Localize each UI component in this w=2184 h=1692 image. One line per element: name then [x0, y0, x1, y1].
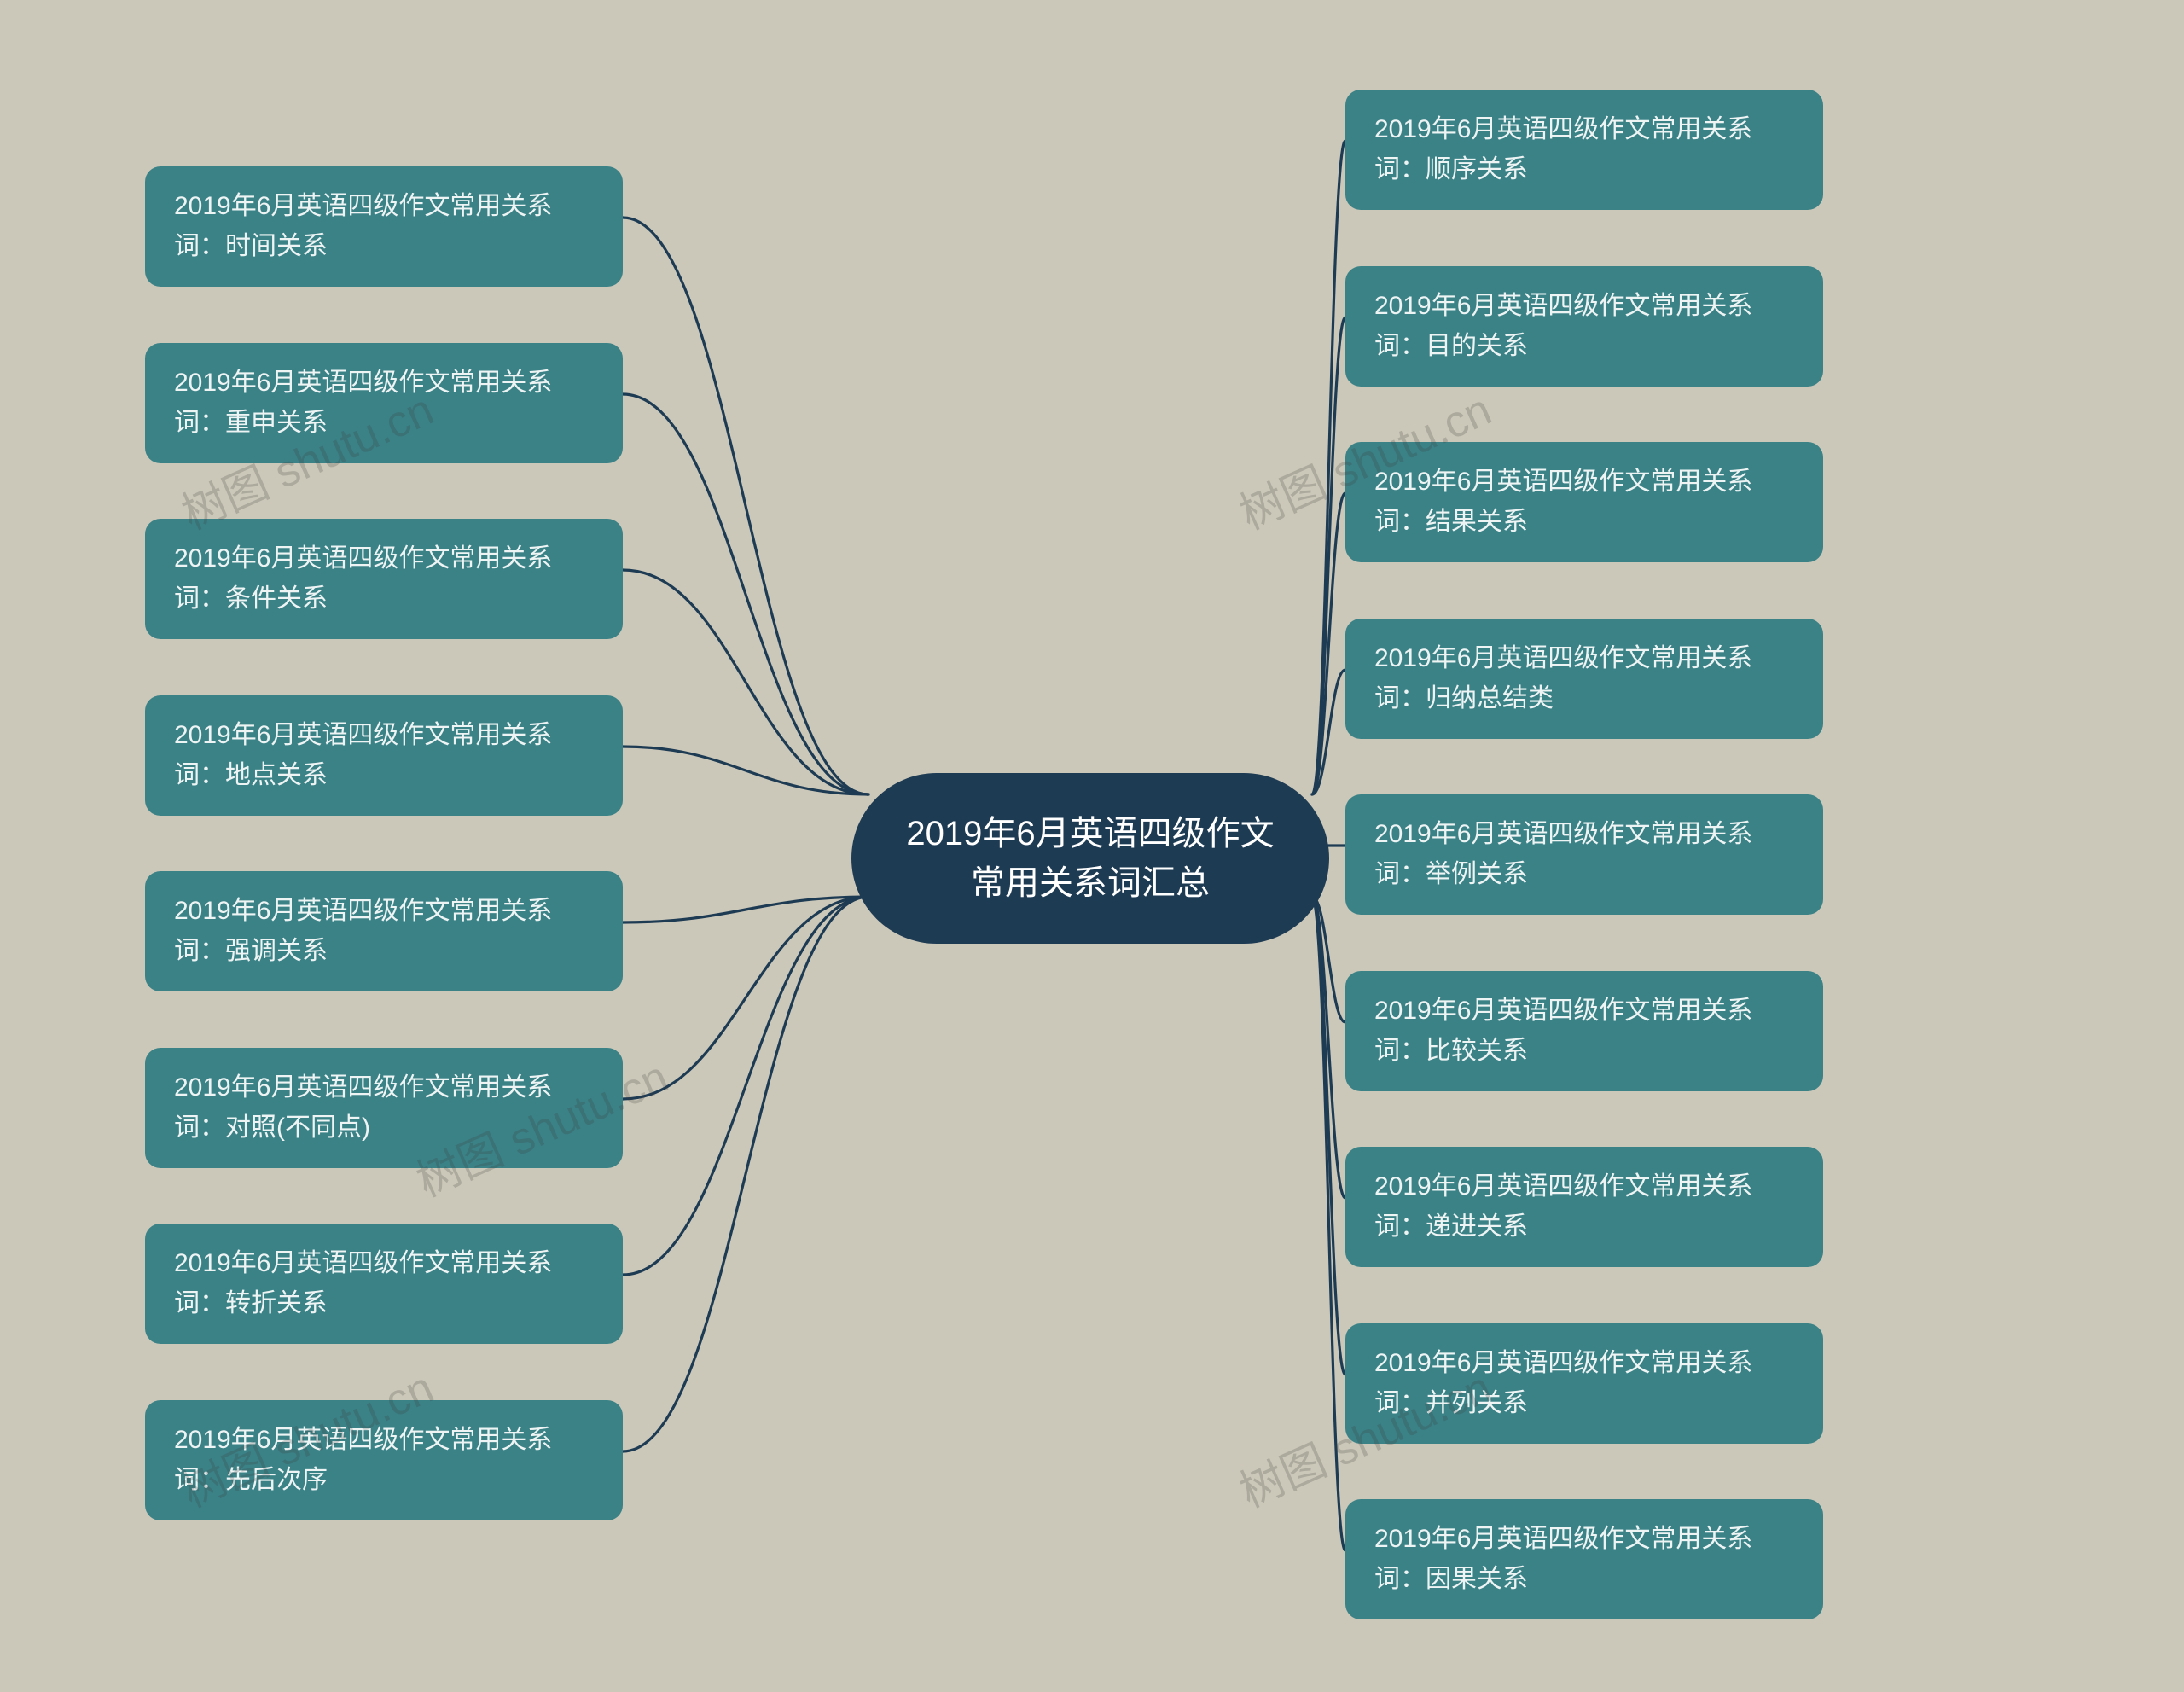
node-text-line1: 2019年6月英语四级作文常用关系 [174, 716, 594, 756]
node-text-line1: 2019年6月英语四级作文常用关系 [174, 1244, 594, 1284]
node-text-line1: 2019年6月英语四级作文常用关系 [1374, 639, 1794, 679]
branch-node-r4[interactable]: 2019年6月英语四级作文常用关系词：归纳总结类 [1345, 619, 1823, 739]
edge [623, 897, 868, 922]
edge [1312, 670, 1345, 794]
node-text-line1: 2019年6月英语四级作文常用关系 [174, 539, 594, 579]
node-text-line2: 词：强调关系 [174, 932, 594, 972]
node-text-line1: 2019年6月英语四级作文常用关系 [1374, 1520, 1794, 1560]
branch-node-l4[interactable]: 2019年6月英语四级作文常用关系词：地点关系 [145, 695, 623, 816]
center-node[interactable]: 2019年6月英语四级作文常用关系词汇总 [851, 773, 1329, 944]
node-text-line1: 2019年6月英语四级作文常用关系 [1374, 287, 1794, 327]
branch-node-r9[interactable]: 2019年6月英语四级作文常用关系词：因果关系 [1345, 1499, 1823, 1619]
branch-node-r6[interactable]: 2019年6月英语四级作文常用关系词：比较关系 [1345, 971, 1823, 1091]
branch-node-l7[interactable]: 2019年6月英语四级作文常用关系词：转折关系 [145, 1224, 623, 1344]
node-text-line1: 2019年6月英语四级作文常用关系 [1374, 462, 1794, 503]
node-text-line2: 词：结果关系 [1374, 503, 1794, 543]
node-text-line2: 词：条件关系 [174, 579, 594, 619]
node-text-line1: 2019年6月英语四级作文常用关系 [1374, 815, 1794, 855]
branch-node-r2[interactable]: 2019年6月英语四级作文常用关系词：目的关系 [1345, 266, 1823, 387]
node-text-line1: 2019年6月英语四级作文常用关系 [174, 1421, 594, 1461]
node-text-line1: 2019年6月英语四级作文常用关系 [174, 1068, 594, 1108]
node-text-line2: 词：先后次序 [174, 1461, 594, 1501]
node-text-line2: 词：目的关系 [1374, 327, 1794, 367]
branch-node-r1[interactable]: 2019年6月英语四级作文常用关系词：顺序关系 [1345, 90, 1823, 210]
edge [623, 394, 868, 794]
node-text-line2: 词：地点关系 [174, 756, 594, 796]
edge [1312, 897, 1345, 1198]
branch-node-r8[interactable]: 2019年6月英语四级作文常用关系词：并列关系 [1345, 1323, 1823, 1444]
node-text-line1: 2019年6月英语四级作文常用关系 [1374, 110, 1794, 150]
branch-node-l3[interactable]: 2019年6月英语四级作文常用关系词：条件关系 [145, 519, 623, 639]
node-text-line1: 2019年6月英语四级作文常用关系 [1374, 991, 1794, 1032]
edge [1312, 493, 1345, 794]
node-text-line1: 2019年6月英语四级作文常用关系 [174, 187, 594, 227]
node-text-line2: 词：举例关系 [1374, 855, 1794, 895]
edge [1312, 897, 1345, 1550]
edge [623, 218, 868, 794]
branch-node-l2[interactable]: 2019年6月英语四级作文常用关系词：重申关系 [145, 343, 623, 463]
node-text-line2: 常用关系词汇总 [904, 858, 1276, 908]
node-text-line2: 词：对照(不同点) [174, 1108, 594, 1148]
node-text-line1: 2019年6月英语四级作文常用关系 [174, 363, 594, 404]
node-text-line1: 2019年6月英语四级作文常用关系 [1374, 1344, 1794, 1384]
edge [623, 897, 868, 1099]
edge [1312, 897, 1345, 1022]
edge [1312, 897, 1345, 1375]
node-text-line2: 词：比较关系 [1374, 1032, 1794, 1072]
edge [1312, 317, 1345, 794]
edge [623, 570, 868, 794]
branch-node-r7[interactable]: 2019年6月英语四级作文常用关系词：递进关系 [1345, 1147, 1823, 1267]
edge [623, 747, 868, 794]
node-text-line2: 词：递进关系 [1374, 1207, 1794, 1247]
mindmap-canvas: 2019年6月英语四级作文常用关系词汇总2019年6月英语四级作文常用关系词：顺… [0, 0, 2184, 1692]
edge [623, 897, 868, 1275]
branch-node-l1[interactable]: 2019年6月英语四级作文常用关系词：时间关系 [145, 166, 623, 287]
node-text-line2: 词：转折关系 [174, 1284, 594, 1324]
node-text-line2: 词：并列关系 [1374, 1384, 1794, 1424]
node-text-line2: 词：因果关系 [1374, 1560, 1794, 1600]
branch-node-l5[interactable]: 2019年6月英语四级作文常用关系词：强调关系 [145, 871, 623, 991]
branch-node-l8[interactable]: 2019年6月英语四级作文常用关系词：先后次序 [145, 1400, 623, 1520]
node-text-line2: 词：重申关系 [174, 404, 594, 444]
node-text-line2: 词：顺序关系 [1374, 150, 1794, 190]
node-text-line1: 2019年6月英语四级作文常用关系 [174, 892, 594, 932]
branch-node-l6[interactable]: 2019年6月英语四级作文常用关系词：对照(不同点) [145, 1048, 623, 1168]
branch-node-r3[interactable]: 2019年6月英语四级作文常用关系词：结果关系 [1345, 442, 1823, 562]
node-text-line2: 词：时间关系 [174, 227, 594, 267]
edge [623, 897, 868, 1451]
branch-node-r5[interactable]: 2019年6月英语四级作文常用关系词：举例关系 [1345, 794, 1823, 915]
edge [1312, 141, 1345, 794]
node-text-line1: 2019年6月英语四级作文 [904, 809, 1276, 858]
node-text-line2: 词：归纳总结类 [1374, 679, 1794, 719]
node-text-line1: 2019年6月英语四级作文常用关系 [1374, 1167, 1794, 1207]
